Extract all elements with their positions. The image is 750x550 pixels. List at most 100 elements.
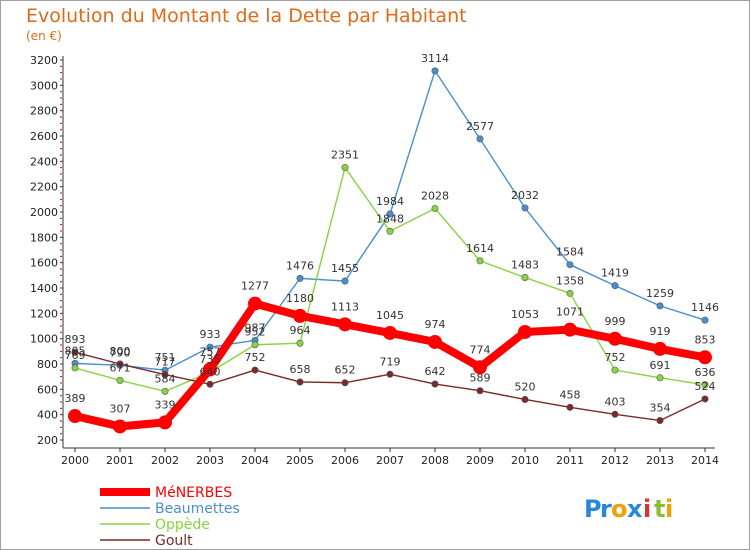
data-label: 354 xyxy=(650,401,671,414)
data-label: 751 xyxy=(155,351,176,364)
data-point xyxy=(611,410,619,418)
series-group xyxy=(68,67,712,434)
data-label: 1180 xyxy=(286,292,314,305)
data-label: 1146 xyxy=(691,301,719,314)
data-label: 853 xyxy=(695,333,716,346)
data-label: 752 xyxy=(245,351,266,364)
data-label: 1848 xyxy=(376,212,404,225)
data-label: 952 xyxy=(245,326,266,339)
data-point xyxy=(431,204,439,212)
data-label: 658 xyxy=(290,363,311,376)
data-point xyxy=(251,341,259,349)
data-label: 691 xyxy=(650,359,671,372)
x-tick-label: 2012 xyxy=(601,454,629,467)
logo-letter: i xyxy=(643,495,651,523)
data-point xyxy=(566,289,574,297)
data-point xyxy=(296,378,304,386)
data-label: 757 xyxy=(200,345,221,358)
data-label: 642 xyxy=(425,365,446,378)
data-point xyxy=(566,403,574,411)
data-label: 974 xyxy=(425,318,446,331)
data-label: 636 xyxy=(695,366,716,379)
data-point xyxy=(383,325,397,340)
data-point xyxy=(653,341,667,356)
data-point xyxy=(656,416,664,424)
data-point xyxy=(521,204,529,212)
chart-subtitle: (en €) xyxy=(26,29,62,43)
data-point xyxy=(521,273,529,281)
data-label: 933 xyxy=(200,328,221,341)
data-label: 964 xyxy=(290,324,311,337)
x-tick-label: 2005 xyxy=(286,454,314,467)
x-tick-label: 2014 xyxy=(691,454,719,467)
legend-label: Beaumettes xyxy=(155,501,240,517)
data-point xyxy=(341,379,349,387)
y-tick-label: 2600 xyxy=(30,130,58,143)
data-point xyxy=(566,261,574,269)
data-label: 769 xyxy=(65,349,86,362)
y-tick-label: 200 xyxy=(37,434,58,447)
data-label: 893 xyxy=(65,333,86,346)
logo-letter: P xyxy=(584,495,602,523)
data-point xyxy=(518,324,532,339)
data-point xyxy=(611,282,619,290)
data-label: 2032 xyxy=(511,189,539,202)
data-label: 735 xyxy=(200,353,221,366)
data-point xyxy=(428,334,442,349)
data-label: 458 xyxy=(560,388,581,401)
data-label: 584 xyxy=(155,372,176,385)
data-point xyxy=(476,257,484,265)
data-point xyxy=(563,322,577,337)
data-point xyxy=(431,380,439,388)
data-label: 1614 xyxy=(466,242,494,255)
data-label: 987 xyxy=(245,321,266,334)
data-point xyxy=(338,317,352,332)
y-tick-label: 2800 xyxy=(30,105,58,118)
data-point xyxy=(203,362,217,377)
data-label: 524 xyxy=(695,380,716,393)
data-point xyxy=(656,374,664,382)
data-label: 389 xyxy=(65,392,86,405)
data-label: 2577 xyxy=(466,120,494,133)
data-label: 307 xyxy=(110,402,131,415)
data-label: 2028 xyxy=(421,189,449,202)
data-label: 1419 xyxy=(601,267,629,280)
data-point xyxy=(113,419,127,434)
x-tick-label: 2010 xyxy=(511,454,539,467)
data-label: 1277 xyxy=(241,280,269,293)
data-point xyxy=(293,308,307,323)
data-label: 1984 xyxy=(376,195,404,208)
data-label: 919 xyxy=(650,325,671,338)
data-point xyxy=(701,395,709,403)
y-tick-label: 600 xyxy=(37,383,58,396)
data-label: 3114 xyxy=(421,52,449,65)
data-label: 640 xyxy=(200,365,221,378)
data-label: 805 xyxy=(65,344,86,357)
data-point xyxy=(611,366,619,374)
data-labels: 805 790 751 933 987 1476 1455 1984 3114 2577 2032 1… xyxy=(65,52,720,416)
legend-label: Oppède xyxy=(155,517,210,533)
data-label: 1113 xyxy=(331,300,359,313)
x-tick-label: 2004 xyxy=(241,454,269,467)
x-tick-label: 2008 xyxy=(421,454,449,467)
data-point xyxy=(71,364,79,372)
logo-letter: o xyxy=(611,495,628,523)
data-label: 774 xyxy=(470,343,491,356)
data-label: 589 xyxy=(470,372,491,385)
logo-letter: i xyxy=(665,495,673,523)
y-tick-label: 2200 xyxy=(30,181,58,194)
data-point xyxy=(341,277,349,285)
x-tick-label: 2002 xyxy=(151,454,179,467)
data-label: 1259 xyxy=(646,287,674,300)
data-label: 671 xyxy=(110,361,131,374)
data-point xyxy=(248,296,262,311)
data-point xyxy=(206,343,214,351)
y-tick-label: 3200 xyxy=(30,54,58,67)
x-tick-label: 2011 xyxy=(556,454,584,467)
logo-letter: r xyxy=(600,495,612,523)
data-point xyxy=(521,395,529,403)
legend-label: MéNERBES xyxy=(155,485,232,501)
